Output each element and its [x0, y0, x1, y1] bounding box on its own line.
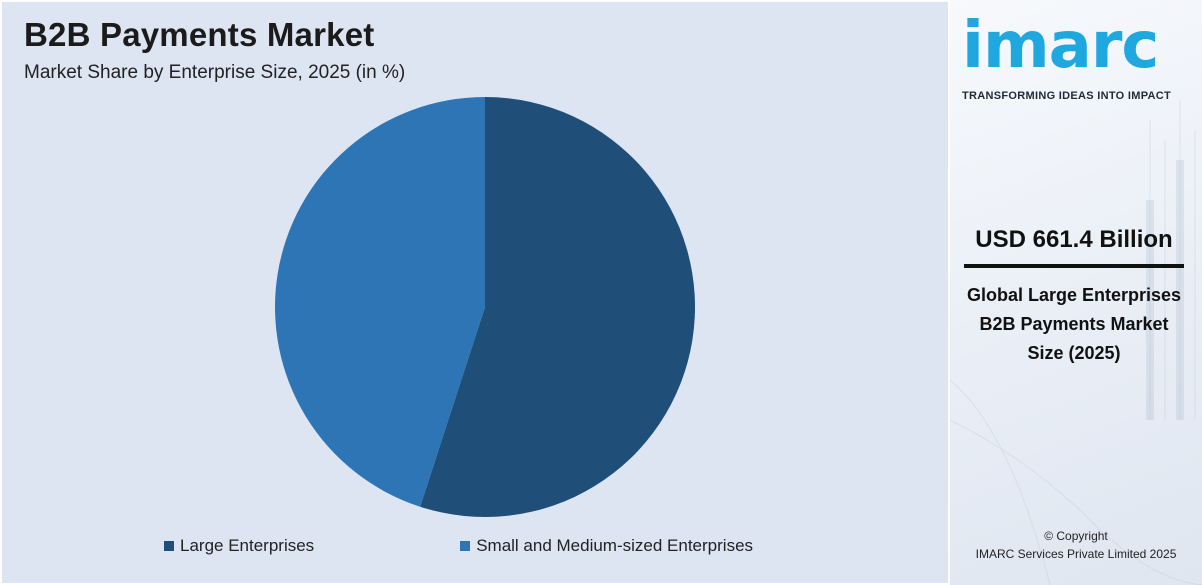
pie-slice-large-enterprises [420, 97, 695, 517]
chart-title: B2B Payments Market [24, 16, 375, 53]
legend-swatch-large-enterprises [164, 541, 174, 551]
legend-swatch-sme [460, 541, 471, 551]
chart-panel: B2B Payments Market Market Share by Ente… [2, 2, 948, 583]
market-size-description: Global Large Enterprises B2B Payments Ma… [966, 285, 1182, 363]
brand-tagline: TRANSFORMING IDEAS INTO IMPACT [962, 90, 1172, 102]
chart-subtitle: Market Share by Enterprise Size, 2025 (i… [24, 62, 406, 83]
brand-logo: imarc TRANSFORMING IDEAS INTO IMPACT [962, 14, 1171, 102]
metric-divider [964, 264, 1184, 268]
legend-label-large-enterprises: Large Enterprises [180, 536, 315, 555]
pie-chart [274, 96, 695, 517]
chart-legend: Large Enterprises Small and Medium-sized… [164, 536, 753, 556]
legend-item-sme: Small and Medium-sized Enterprises [460, 536, 753, 556]
copyright: © Copyright IMARC Services Private Limit… [950, 527, 1202, 563]
copyright-line-1: © Copyright [1044, 529, 1108, 543]
market-size-value: USD 661.4 Billion [975, 226, 1173, 253]
side-panel: imarc TRANSFORMING IDEAS INTO IMPACT USD… [950, 0, 1202, 585]
background-decoration [950, 100, 1202, 585]
pie-slice-small-and-medium-sized-enterprises [274, 96, 485, 507]
brand-logo-text: imarc [962, 9, 1159, 83]
legend-item-large-enterprises: Large Enterprises [164, 536, 314, 556]
legend-label-sme: Small and Medium-sized Enterprises [476, 536, 754, 555]
copyright-line-2: IMARC Services Private Limited 2025 [975, 547, 1177, 561]
